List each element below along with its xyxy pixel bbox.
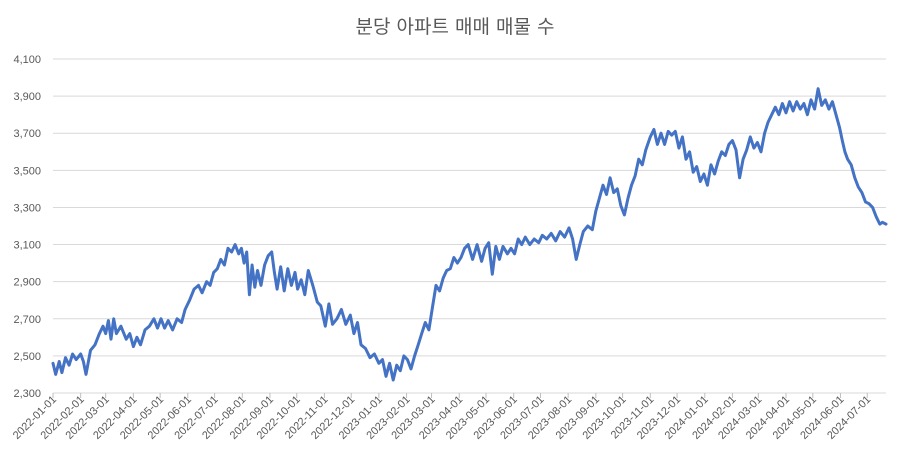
y-axis-ticks: 2,300 2,500 2,700 2,900 3,100 3,300 3,500 3,700… — [13, 54, 41, 400]
series-line — [51, 87, 888, 382]
chart-title: 분당 아파트 매매 매물 수 — [356, 16, 555, 38]
y-tick-label: 2,500 — [13, 351, 41, 363]
y-tick-label: 3,300 — [13, 202, 41, 214]
y-tick-label: 2,300 — [13, 388, 41, 400]
series-layer — [51, 87, 888, 382]
y-tick-label: 2,700 — [13, 314, 41, 326]
y-tick-label: 3,500 — [13, 165, 41, 177]
y-tick-label: 3,700 — [13, 128, 41, 140]
y-tick-label: 3,100 — [13, 240, 41, 252]
y-tick-label: 2,900 — [13, 277, 41, 289]
y-tick-label: 4,100 — [13, 54, 41, 66]
y-tick-label: 3,900 — [13, 91, 41, 103]
